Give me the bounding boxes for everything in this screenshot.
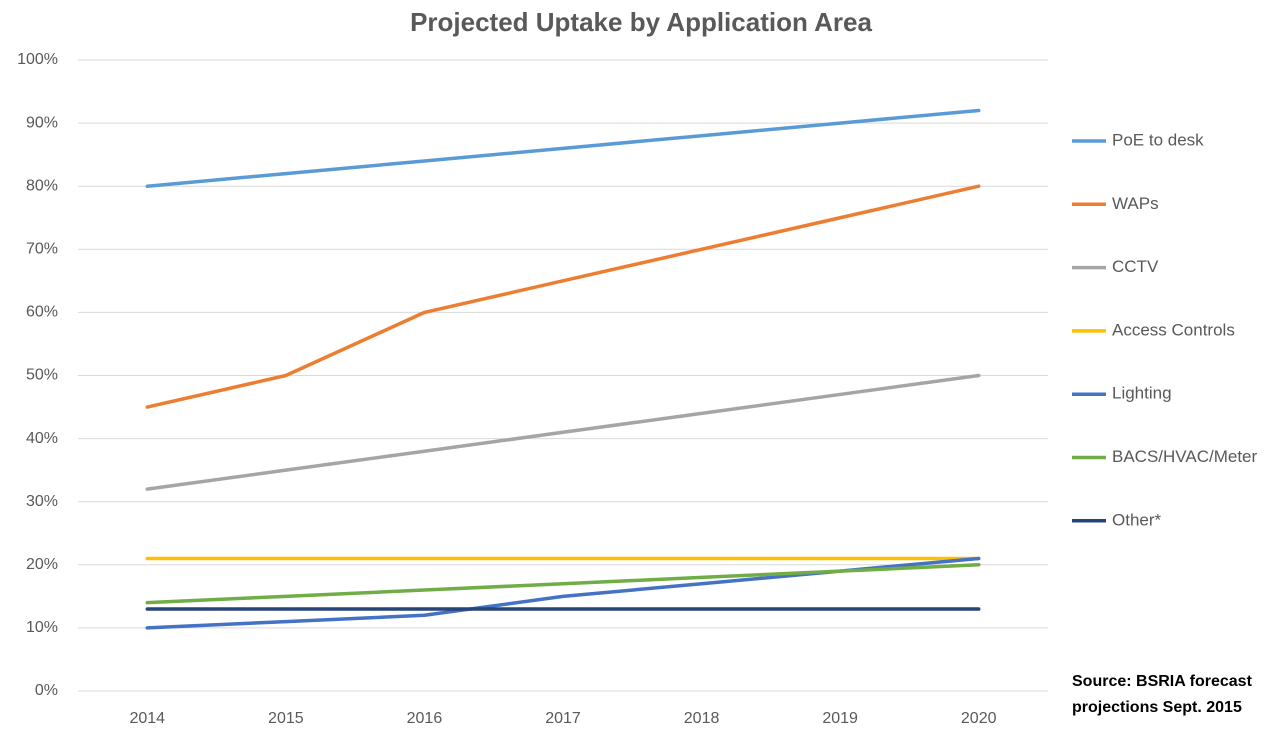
legend-label: WAPs: [1112, 194, 1159, 213]
legend-label: CCTV: [1112, 257, 1159, 276]
x-tick-label: 2016: [407, 710, 443, 727]
x-tick-label: 2017: [545, 710, 581, 727]
x-tick-label: 2015: [268, 710, 304, 727]
y-tick-label: 50%: [26, 367, 58, 384]
y-tick-label: 70%: [26, 241, 58, 258]
source-note: Source: BSRIA forecast: [1072, 673, 1253, 690]
y-tick-label: 60%: [26, 304, 58, 321]
y-tick-label: 100%: [17, 51, 58, 68]
legend-label: BACS/HVAC/Meter: [1112, 447, 1258, 466]
series-line: [145, 373, 981, 491]
legend-label: Access Controls: [1112, 320, 1235, 339]
x-tick-label: 2020: [961, 710, 997, 727]
y-tick-label: 0%: [35, 682, 58, 699]
y-tick-label: 40%: [26, 430, 58, 447]
x-tick-label: 2018: [684, 710, 720, 727]
legend-label: Other*: [1112, 510, 1162, 529]
legend-label: Lighting: [1112, 384, 1172, 403]
x-tick-label: 2019: [822, 710, 858, 727]
y-tick-label: 10%: [26, 619, 58, 636]
x-tick-label: 2014: [129, 710, 165, 727]
y-tick-label: 30%: [26, 493, 58, 510]
series-line: [145, 563, 981, 605]
series-line: [145, 108, 981, 188]
source-note: projections Sept. 2015: [1072, 699, 1242, 716]
y-tick-label: 90%: [26, 114, 58, 131]
y-tick-label: 80%: [26, 177, 58, 194]
chart-title: Projected Uptake by Application Area: [410, 7, 872, 37]
y-tick-label: 20%: [26, 556, 58, 573]
series-line: [145, 184, 981, 409]
legend-label: PoE to desk: [1112, 130, 1204, 149]
